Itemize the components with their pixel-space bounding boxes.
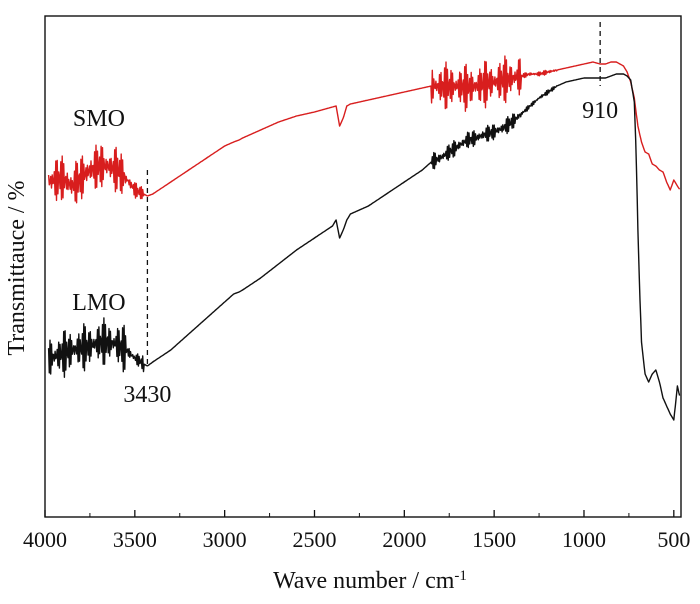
series-lmo-line: [47, 73, 681, 421]
x-axis-title-text: Wave number / cm: [273, 568, 455, 594]
x-tick-label-2500: 2500: [292, 527, 336, 552]
y-axis-title: Transmittauce / %: [4, 180, 30, 355]
x-tick-label-1000: 1000: [562, 527, 606, 552]
series-group: [47, 55, 681, 421]
annotation-smo: SMO: [73, 106, 125, 132]
x-tick-label-2000: 2000: [382, 527, 426, 552]
x-tick-label-3500: 3500: [113, 527, 157, 552]
annotation-lmo: LMO: [72, 290, 125, 316]
x-tick-label-500: 500: [657, 527, 690, 552]
x-axis-ticks: [44, 510, 675, 517]
x-axis-title: Wave number / cm-1: [273, 568, 467, 594]
x-axis-tick-labels: 4000 3500 3000 2500 2000 1500 1000 500: [23, 527, 690, 552]
annotation-910: 910: [582, 98, 618, 124]
series-smo-line: [47, 55, 681, 204]
annotation-3430: 3430: [123, 382, 171, 408]
x-axis-title-superscript: -1: [454, 568, 467, 584]
x-tick-label-3000: 3000: [203, 527, 247, 552]
x-tick-label-1500: 1500: [472, 527, 516, 552]
annotations-group: SMO LMO 3430 910: [72, 98, 618, 408]
plot-frame: [44, 15, 682, 518]
reference-lines: [146, 22, 601, 366]
x-tick-label-4000: 4000: [23, 527, 67, 552]
